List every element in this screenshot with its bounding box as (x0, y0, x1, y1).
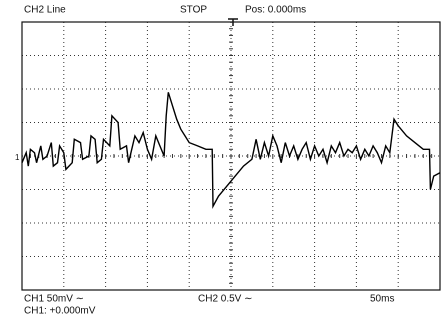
channel-label: CH2 Line (24, 5, 66, 16)
ch1-marker: 1 (15, 153, 20, 162)
waveform (21, 92, 441, 209)
graticule (21, 21, 441, 291)
status-label: STOP (180, 5, 207, 16)
screen-frame (21, 21, 441, 291)
timebase: 50ms (370, 294, 394, 305)
ch1-offset: CH1: +0.000mV (24, 306, 96, 317)
position-label: Pos: 0.000ms (245, 5, 306, 16)
ch2-scale: CH2 0.5V ∼ (198, 294, 253, 305)
ch1-scale: CH1 50mV ∼ (24, 294, 84, 305)
